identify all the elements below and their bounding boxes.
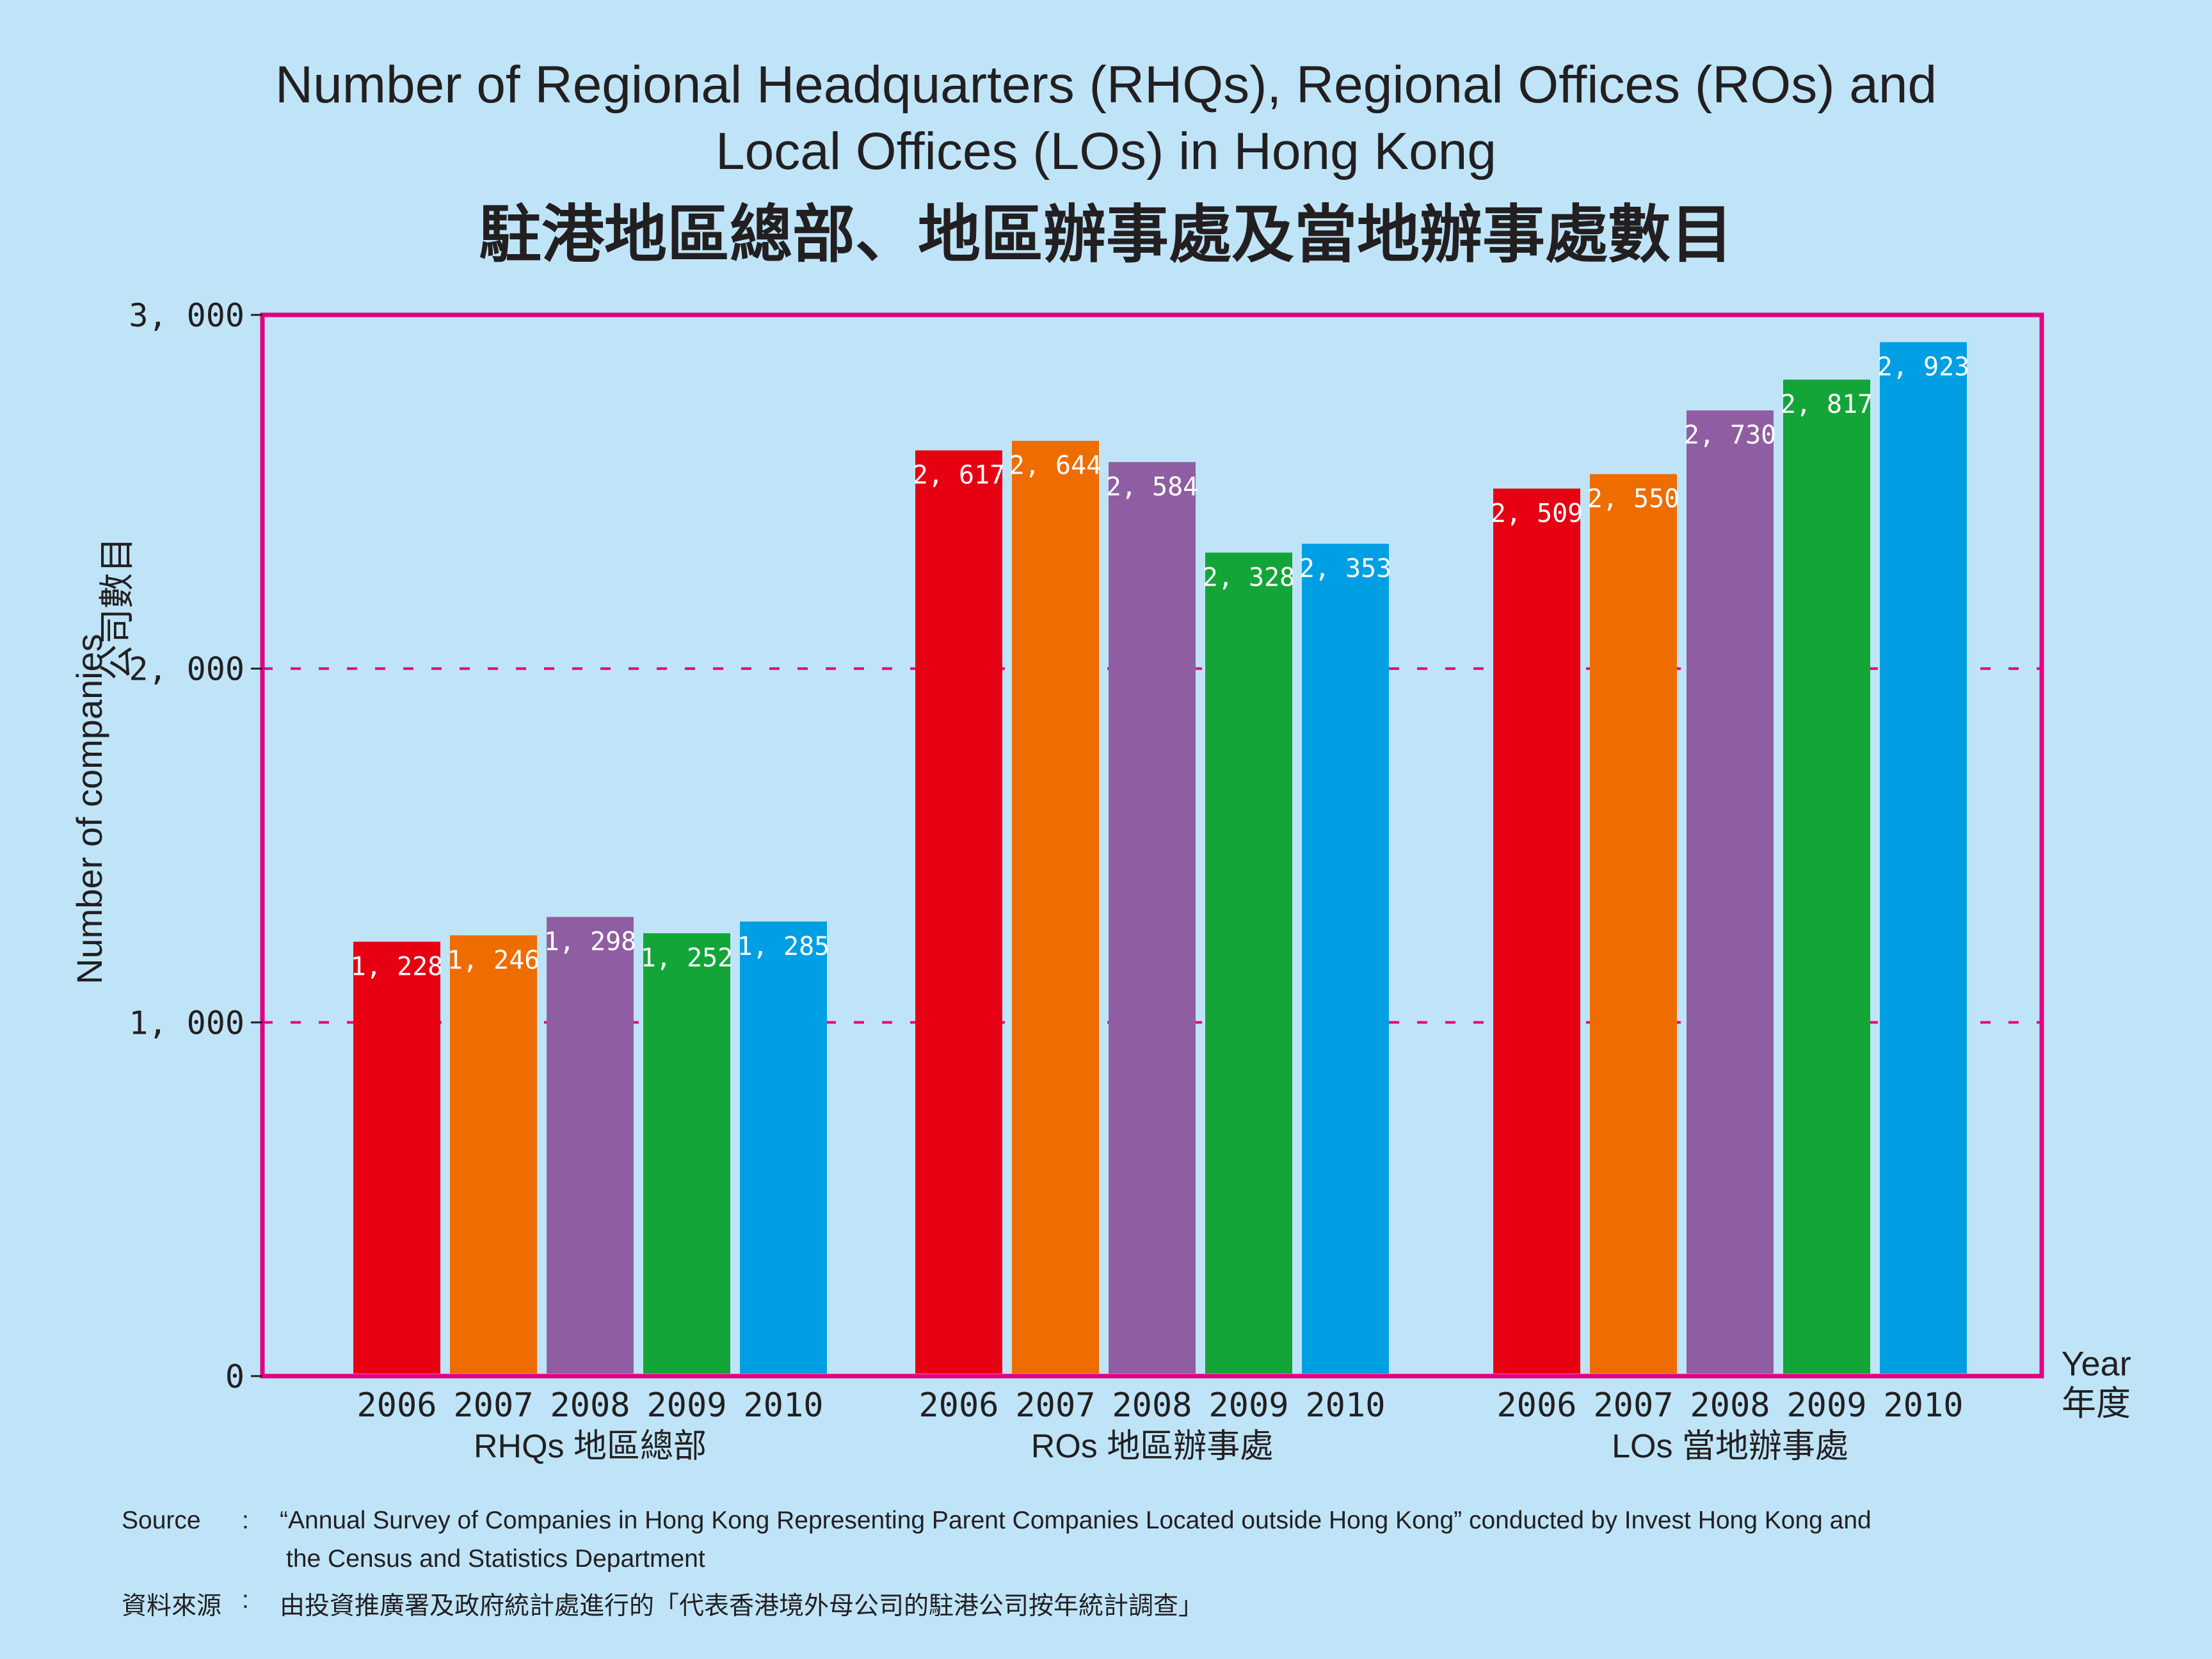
group-label-RHQs: RHQs 地區總部 [474, 1427, 707, 1466]
bar-RHQs-2009 [643, 933, 730, 1374]
bar-value-label-RHQs-2008: 1, 298 [544, 927, 637, 957]
chart-title-line1: Number of Regional Headquarters (RHQs), … [275, 56, 1937, 114]
bar-value-label-ROs-2010: 2, 353 [1299, 554, 1392, 584]
bar-ROs-2007 [1012, 440, 1099, 1374]
bar-value-label-LOs-2007: 2, 550 [1587, 485, 1680, 514]
year-label-english: Year [2061, 1345, 2131, 1383]
bar-value-label-LOs-2006: 2, 509 [1491, 499, 1583, 528]
bar-value-label-RHQs-2007: 1, 246 [447, 945, 540, 975]
bar-value-label-LOs-2010: 2, 923 [1877, 353, 1970, 382]
bar-value-label-LOs-2009: 2, 817 [1781, 390, 1873, 419]
source-text-line1: “Annual Survey of Companies in Hong Kong… [280, 1507, 1871, 1534]
bar-value-label-ROs-2007: 2, 644 [1009, 451, 1102, 481]
bar-value-label-RHQs-2006: 1, 228 [351, 952, 444, 981]
x-tick-label-LOs-2006: 2006 [1496, 1386, 1576, 1425]
source-text-chinese: 由投資推廣署及政府統計處進行的「代表香港境外母公司的駐港公司按年統計調查」 [280, 1592, 1204, 1621]
source-text-line2: the Census and Statistics Department [286, 1545, 705, 1573]
source-colon: : [242, 1507, 249, 1534]
y-tick-label-1000: 1, 000 [129, 1004, 244, 1041]
bar-LOs-2006 [1493, 488, 1580, 1374]
bar-value-label-ROs-2009: 2, 328 [1203, 563, 1295, 592]
chart-title-line2: Local Offices (LOs) in Hong Kong [716, 122, 1496, 180]
bar-ROs-2008 [1109, 461, 1196, 1374]
group-label-LOs: LOs 當地辦事處 [1612, 1427, 1848, 1466]
bar-ROs-2006 [915, 450, 1002, 1374]
chart-title-chinese: 駐港地區總部、地區辦事處及當地辦事處數目 [478, 198, 1733, 271]
source-colon-chinese: : [242, 1586, 249, 1614]
y-tick-label-3000: 3, 000 [129, 297, 244, 334]
x-tick-label-ROs-2010: 2010 [1305, 1386, 1385, 1425]
x-tick-label-LOs-2007: 2007 [1593, 1386, 1673, 1425]
x-tick-label-RHQs-2007: 2007 [453, 1386, 533, 1425]
bar-ROs-2009 [1205, 552, 1292, 1374]
year-label-chinese: 年度 [2062, 1383, 2131, 1424]
x-tick-label-RHQs-2010: 2010 [743, 1386, 823, 1425]
x-axis-year-label: Year 年度 [2042, 1344, 2151, 1423]
source-label: Source [122, 1507, 201, 1534]
x-tick-label-RHQs-2006: 2006 [357, 1386, 437, 1425]
x-tick-label-ROs-2006: 2006 [918, 1386, 998, 1425]
bar-value-label-LOs-2008: 2, 730 [1684, 421, 1777, 450]
bar-value-label-RHQs-2009: 1, 252 [641, 943, 733, 973]
bar-LOs-2009 [1783, 380, 1870, 1374]
x-tick-label-RHQs-2008: 2008 [550, 1386, 630, 1425]
bar-value-label-ROs-2006: 2, 617 [913, 461, 1006, 490]
x-tick-label-ROs-2008: 2008 [1112, 1386, 1192, 1425]
group-label-ROs: ROs 地區辦事處 [1031, 1427, 1273, 1466]
source-label-chinese: 資料來源 [122, 1592, 222, 1621]
bar-LOs-2008 [1687, 410, 1774, 1374]
x-tick-label-ROs-2007: 2007 [1015, 1386, 1095, 1425]
bar-value-label-RHQs-2010: 1, 285 [737, 932, 830, 961]
bar-RHQs-2007 [450, 935, 537, 1374]
y-tick-label-0: 0 [225, 1358, 244, 1395]
plot-frame [260, 312, 2044, 1379]
x-tick-label-ROs-2009: 2009 [1208, 1386, 1288, 1425]
bar-LOs-2010 [1880, 342, 1967, 1374]
bar-RHQs-2006 [353, 942, 440, 1374]
x-tick-label-LOs-2009: 2009 [1786, 1386, 1866, 1425]
bar-LOs-2007 [1590, 474, 1677, 1374]
bar-RHQs-2010 [740, 921, 827, 1374]
y-tick-label-2000: 2, 000 [129, 651, 244, 688]
x-tick-label-RHQs-2009: 2009 [646, 1386, 726, 1425]
bar-RHQs-2008 [547, 917, 634, 1374]
bar-ROs-2010 [1302, 543, 1389, 1374]
bar-value-label-ROs-2008: 2, 584 [1106, 472, 1199, 502]
x-tick-label-LOs-2008: 2008 [1690, 1386, 1770, 1425]
x-tick-label-LOs-2010: 2010 [1883, 1386, 1963, 1425]
